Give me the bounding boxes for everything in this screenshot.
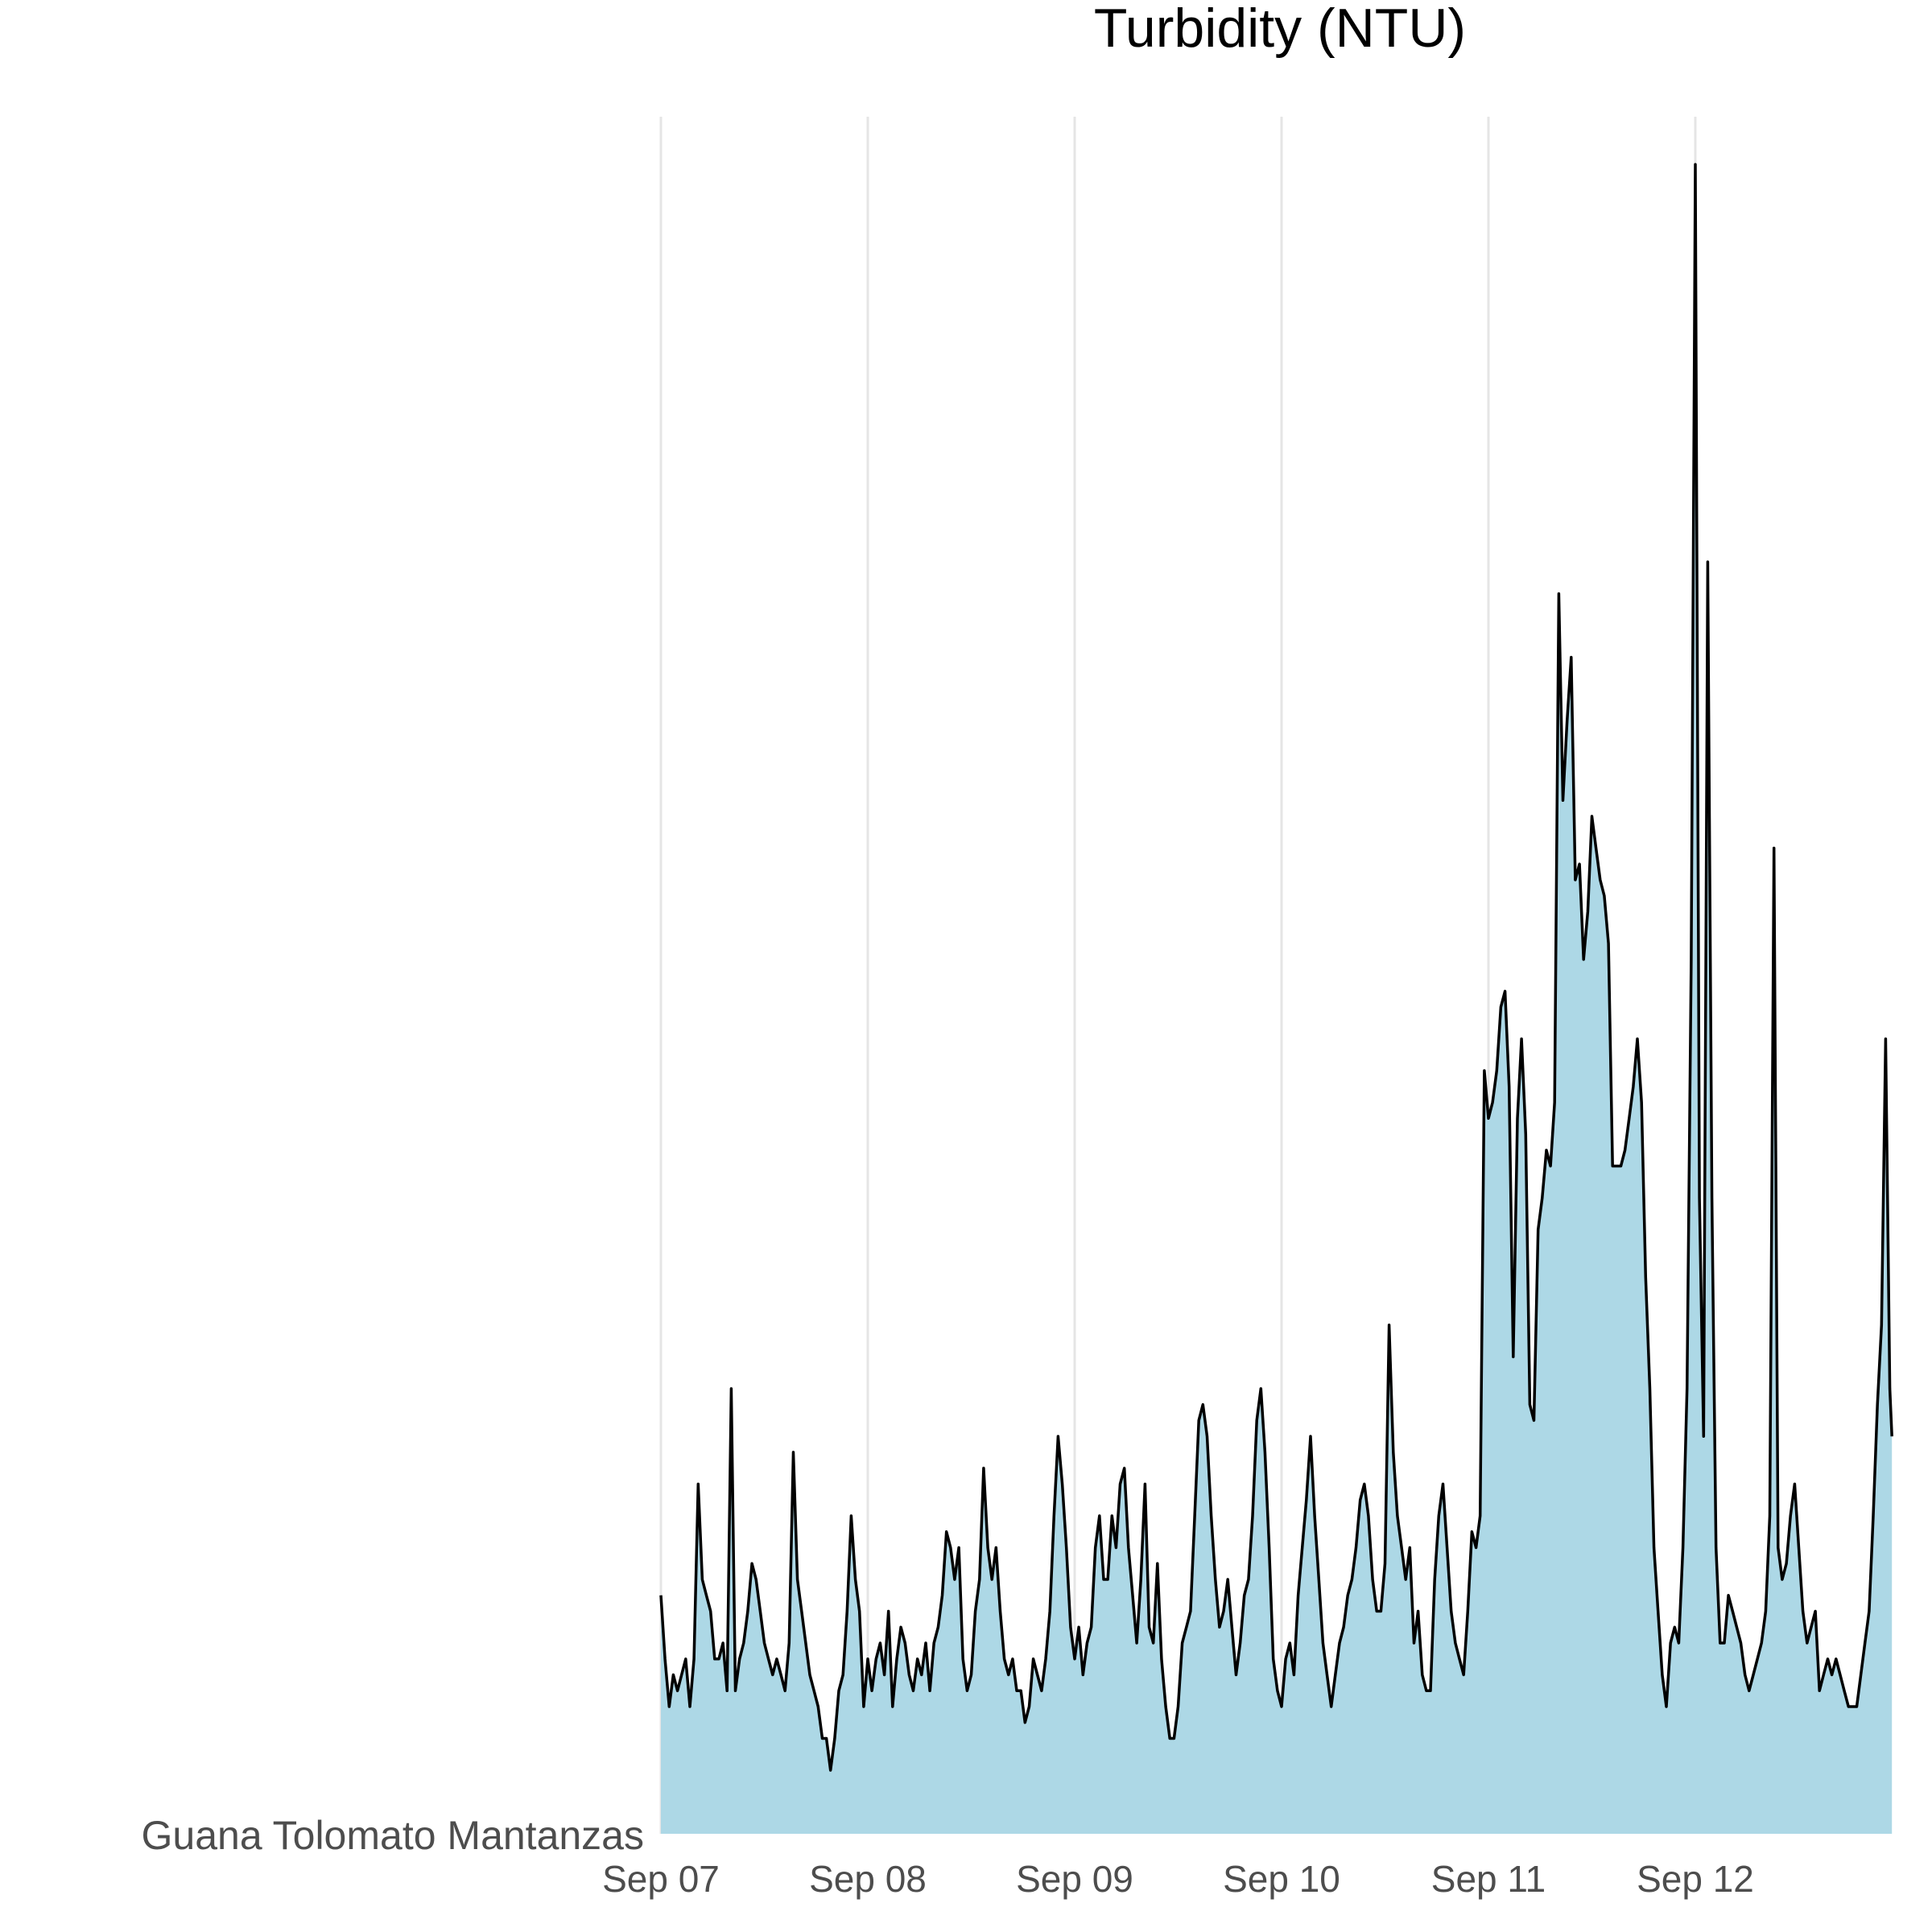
x-tick-label-2: Sep 09 <box>1016 1858 1133 1900</box>
x-tick-label-5: Sep 12 <box>1637 1858 1754 1900</box>
turbidity-series-line <box>659 163 1893 1772</box>
row-label: Guana Tolomato Mantanzas <box>142 1813 644 1858</box>
chart-title: Turbidity (NTU) <box>1094 0 1466 59</box>
x-tick-label-3: Sep 10 <box>1223 1858 1340 1900</box>
x-tick-label-4: Sep 11 <box>1431 1858 1546 1900</box>
x-tick-label-1: Sep 08 <box>809 1858 927 1900</box>
turbidity-area-fill <box>661 164 1893 1834</box>
x-tick-label-0: Sep 07 <box>602 1858 720 1900</box>
x-axis-tick-labels: Sep 07 Sep 08 Sep 09 Sep 10 Sep 11 Sep 12 <box>602 1858 1754 1900</box>
